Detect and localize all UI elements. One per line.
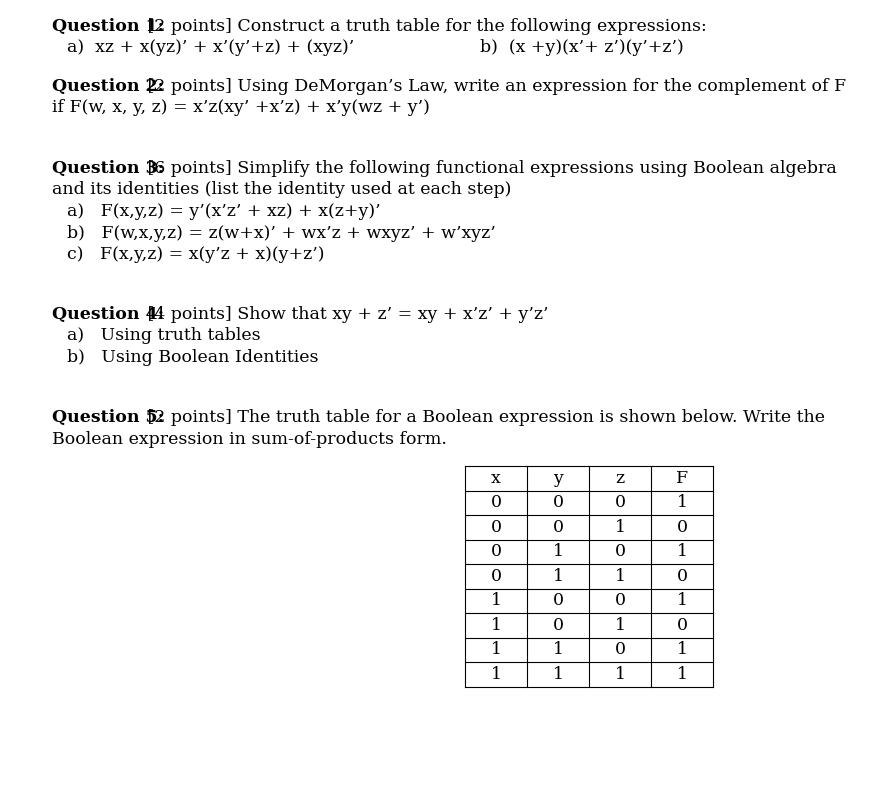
Text: a)  xz + x(yz)’ + x’(y’+z) + (xyz)’: a) xz + x(yz)’ + x’(y’+z) + (xyz)’ xyxy=(67,39,354,57)
Text: 1: 1 xyxy=(676,543,687,560)
Text: Question 3:: Question 3: xyxy=(52,160,164,177)
Text: [6 points] Simplify the following functional expressions using Boolean algebra: [6 points] Simplify the following functi… xyxy=(142,160,836,177)
Text: 1: 1 xyxy=(676,641,687,659)
Text: Question 4:: Question 4: xyxy=(52,306,164,323)
Text: 0: 0 xyxy=(552,617,563,633)
Text: c)   F(x,y,z) = x(y’z + x)(y+z’): c) F(x,y,z) = x(y’z + x)(y+z’) xyxy=(67,246,324,263)
Text: 1: 1 xyxy=(552,666,563,683)
Text: 1: 1 xyxy=(676,592,687,609)
Text: F: F xyxy=(675,469,687,487)
Text: if F(w, x, y, z) = x’z(xy’ +x’z) + x’y(wz + y’): if F(w, x, y, z) = x’z(xy’ +x’z) + x’y(w… xyxy=(52,100,429,116)
Text: b)  (x +y)(x’+ z’)(y’+z’): b) (x +y)(x’+ z’)(y’+z’) xyxy=(480,39,683,57)
Text: 0: 0 xyxy=(490,495,501,511)
Text: 1: 1 xyxy=(614,568,625,585)
Text: a)   F(x,y,z) = y’(x’z’ + xz) + x(z+y)’: a) F(x,y,z) = y’(x’z’ + xz) + x(z+y)’ xyxy=(67,203,381,220)
Text: z: z xyxy=(614,469,624,487)
Text: 0: 0 xyxy=(552,592,563,609)
Text: b)   Using Boolean Identities: b) Using Boolean Identities xyxy=(67,349,318,366)
Text: [2 points] The truth table for a Boolean expression is shown below. Write the: [2 points] The truth table for a Boolean… xyxy=(142,409,825,426)
Text: 1: 1 xyxy=(676,666,687,683)
Text: 0: 0 xyxy=(614,592,625,609)
Text: 1: 1 xyxy=(490,617,501,633)
Text: 0: 0 xyxy=(552,495,563,511)
Text: 1: 1 xyxy=(490,592,501,609)
Text: 1: 1 xyxy=(676,495,687,511)
Text: 0: 0 xyxy=(614,641,625,659)
Text: 0: 0 xyxy=(490,543,501,560)
Text: 0: 0 xyxy=(552,519,563,535)
Text: y: y xyxy=(553,469,562,487)
Text: 0: 0 xyxy=(490,519,501,535)
Text: a)   Using truth tables: a) Using truth tables xyxy=(67,327,261,345)
Text: 1: 1 xyxy=(552,543,563,560)
Text: 0: 0 xyxy=(614,495,625,511)
Text: 0: 0 xyxy=(676,568,687,585)
Text: 0: 0 xyxy=(676,617,687,633)
Text: and its identities (list the identity used at each step): and its identities (list the identity us… xyxy=(52,181,511,199)
Text: 0: 0 xyxy=(676,519,687,535)
Text: 0: 0 xyxy=(490,568,501,585)
Text: 1: 1 xyxy=(552,568,563,585)
Text: Question 1:: Question 1: xyxy=(52,18,164,35)
Text: Question 5:: Question 5: xyxy=(52,409,164,426)
Text: b)   F(w,x,y,z) = z(w+x)’ + wx’z + wxyz’ + w’xyz’: b) F(w,x,y,z) = z(w+x)’ + wx’z + wxyz’ +… xyxy=(67,225,495,242)
Text: Boolean expression in sum-of-products form.: Boolean expression in sum-of-products fo… xyxy=(52,430,447,447)
Text: [4 points] Show that xy + z’ = xy + x’z’ + y’z’: [4 points] Show that xy + z’ = xy + x’z’… xyxy=(142,306,548,323)
Text: 1: 1 xyxy=(490,641,501,659)
Text: 1: 1 xyxy=(614,617,625,633)
Text: 1: 1 xyxy=(614,519,625,535)
Text: x: x xyxy=(491,469,501,487)
Text: [2 points] Construct a truth table for the following expressions:: [2 points] Construct a truth table for t… xyxy=(142,18,706,35)
Text: [2 points] Using DeMorgan’s Law, write an expression for the complement of F: [2 points] Using DeMorgan’s Law, write a… xyxy=(142,78,846,95)
Text: 1: 1 xyxy=(490,666,501,683)
Text: 1: 1 xyxy=(552,641,563,659)
Text: 1: 1 xyxy=(614,666,625,683)
Text: 0: 0 xyxy=(614,543,625,560)
Text: Question 2:: Question 2: xyxy=(52,78,164,95)
